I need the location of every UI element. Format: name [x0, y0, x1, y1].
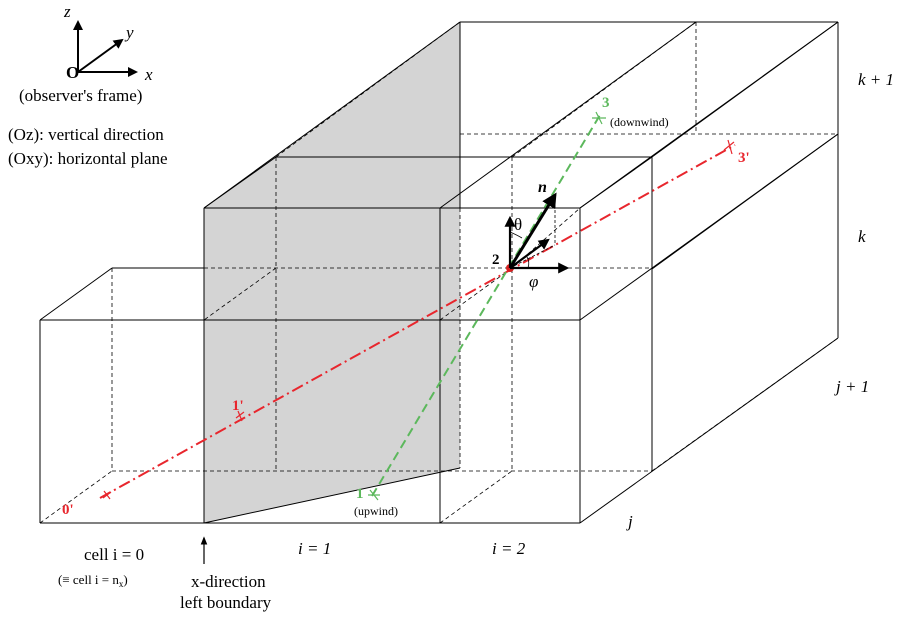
level-k-plus-1: k + 1 [858, 70, 894, 89]
boundary-label-line1: x-direction [191, 572, 266, 591]
level-k: k [858, 227, 866, 246]
axis-x-label: x [144, 65, 153, 84]
hidden-edges [39, 21, 839, 524]
point-2-label: 2 [492, 252, 500, 268]
green-path [371, 114, 601, 497]
level-j: j [626, 512, 633, 531]
boundary-label-line2: left boundary [180, 593, 272, 612]
cell-0-alias-sub: x [119, 579, 124, 589]
oz-note: (Oz): vertical direction [8, 125, 164, 144]
frame-caption: (observer's frame) [19, 86, 142, 105]
oxy-note: (Oxy): horizontal plane [8, 149, 168, 168]
marker-3p [723, 139, 735, 155]
marker-1p [235, 410, 245, 422]
cell-grid [39, 21, 839, 524]
red-path [99, 144, 736, 499]
phi-label: φ [529, 272, 538, 291]
marker-3 [592, 111, 606, 125]
point-0p-label: 0' [62, 502, 74, 518]
point-3-note: (downwind) [610, 115, 669, 129]
marker-0p [102, 490, 112, 500]
observer-axes [73, 20, 138, 77]
point-1-note: (upwind) [354, 504, 398, 518]
cell-0-alias: (≡ cell i = nx) [58, 572, 128, 589]
cell-0-label: cell i = 0 [84, 545, 144, 564]
left-boundary-plane [204, 22, 460, 523]
cell-i1-label: i = 1 [298, 539, 331, 558]
point-3p-label: 3' [738, 150, 750, 166]
marker-1 [368, 489, 380, 501]
axis-y-label: y [124, 23, 134, 42]
cell-i2-label: i = 2 [492, 539, 526, 558]
level-j-plus-1: j + 1 [834, 377, 869, 396]
origin-label: O [66, 63, 79, 82]
theta-label: θ [514, 215, 522, 234]
normal-vector-label: n [538, 179, 547, 196]
local-vectors [504, 192, 570, 274]
point-1p-label: 1' [232, 398, 244, 414]
axis-z-label: z [63, 2, 71, 21]
point-3-label: 3 [602, 95, 610, 111]
point-1-label: 1 [356, 486, 364, 502]
